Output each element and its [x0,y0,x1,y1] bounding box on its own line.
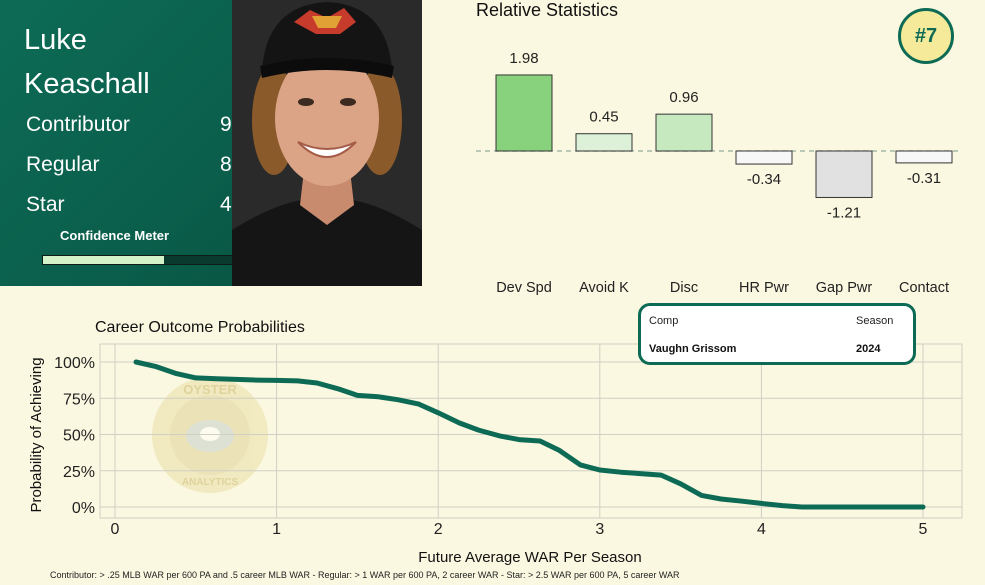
bar-hr-pwr [735,150,793,165]
rank-badge: #7 [898,8,954,64]
bar-category-label: Dev Spd [496,280,552,296]
confidence-meter-label: Confidence Meter [60,228,170,243]
y-tick-label: 75% [63,391,95,408]
bar-value-label: 1.98 [509,50,538,67]
line-chart-ticks: 0% 25% 50% 75% 100% 0 1 2 3 4 5 [54,355,927,538]
player-first-name: Luke [24,24,87,56]
x-tick-label: 4 [757,521,766,538]
comp-player-name: Vaughn Grissom [649,343,737,355]
bar-value-label: -1.21 [827,204,861,221]
comp-season-value: 2024 [856,343,881,355]
comp-card: Comp Season Vaughn Grissom 2024 [638,303,916,365]
player-last-name: Keaschall [24,68,150,100]
line-chart-x-axis-label: Future Average WAR Per Season [418,549,641,566]
y-tick-label: 0% [72,500,95,517]
y-tick-label: 100% [54,355,95,372]
bar-dev-spd [495,74,553,152]
bar-value-label: -0.34 [747,171,781,188]
bar-category-label: Gap Pwr [816,280,873,296]
level-label-regular: Regular [26,153,100,176]
watermark-top-text: OYSTER [183,382,237,397]
level-label-star: Star [26,193,65,216]
line-chart-y-axis-label: Probability of Achieving [28,357,45,512]
bar-value-label: -0.31 [907,170,941,187]
bar-category-label: Avoid K [579,280,629,296]
y-tick-label: 50% [63,428,95,445]
bar-disc [655,113,713,152]
bar-category-label: HR Pwr [739,280,789,296]
x-tick-label: 5 [919,521,928,538]
line-chart-grid [99,343,963,519]
line-chart-title: Career Outcome Probabilities [95,319,305,336]
comp-header-label: Comp [649,315,679,327]
series-line-career-outcome [133,359,926,510]
bar-gap-pwr [815,150,873,198]
watermark-bottom-text: ANALYTICS [182,477,239,488]
x-tick-label: 0 [111,521,120,538]
x-tick-label: 3 [595,521,604,538]
bar-category-label: Disc [670,280,698,296]
y-tick-label: 25% [63,464,95,481]
season-header-label: Season [856,315,894,327]
bar-contact [895,150,953,164]
player-photo [232,0,422,286]
bar-chart-title: Relative Statistics [476,0,618,20]
confidence-meter-fill [43,256,164,264]
bar-value-label: 0.96 [669,89,698,106]
bar-category-label: Contact [899,280,949,296]
level-label-contributor: Contributor [26,113,130,136]
bar-value-label: 0.45 [589,109,618,126]
bar-chart: 1.98 Dev Spd 0.45 Avoid K 0.96 Disc -0.34 HR Pw… [495,50,953,296]
line-chart-frame [99,343,963,519]
bar-avoid-k [575,133,633,152]
x-tick-label: 1 [272,521,281,538]
x-tick-label: 2 [434,521,443,538]
player-panel: Luke Keaschall Contributor 99% Regular 8… [0,0,422,286]
definitions-footnote: Contributor: > .25 MLB WAR per 600 PA an… [50,570,680,580]
